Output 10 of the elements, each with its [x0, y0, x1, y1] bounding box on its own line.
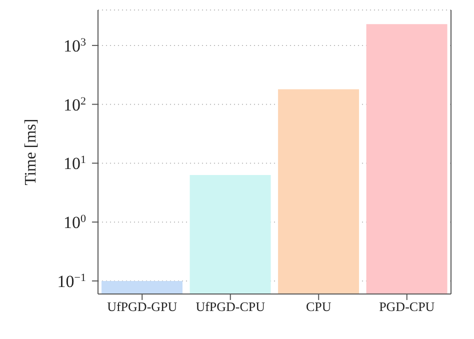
- x-tick-label: UfPGD-CPU: [196, 299, 266, 314]
- x-tick-label: UfPGD-GPU: [107, 299, 178, 314]
- x-tick-label: PGD-CPU: [379, 299, 436, 314]
- y-tick-label: 10$^{−1}$: [57, 272, 86, 291]
- y-tick-label: 10$^{3}$: [64, 36, 86, 56]
- y-axis-title: Time [ms]: [22, 118, 40, 186]
- y-tick-label: 10$^{0}$: [64, 213, 86, 232]
- y-tick-label: 10$^{1}$: [64, 154, 86, 174]
- x-tick-label: CPU: [306, 299, 332, 314]
- y-tick-label: 10$^{2}$: [64, 95, 86, 114]
